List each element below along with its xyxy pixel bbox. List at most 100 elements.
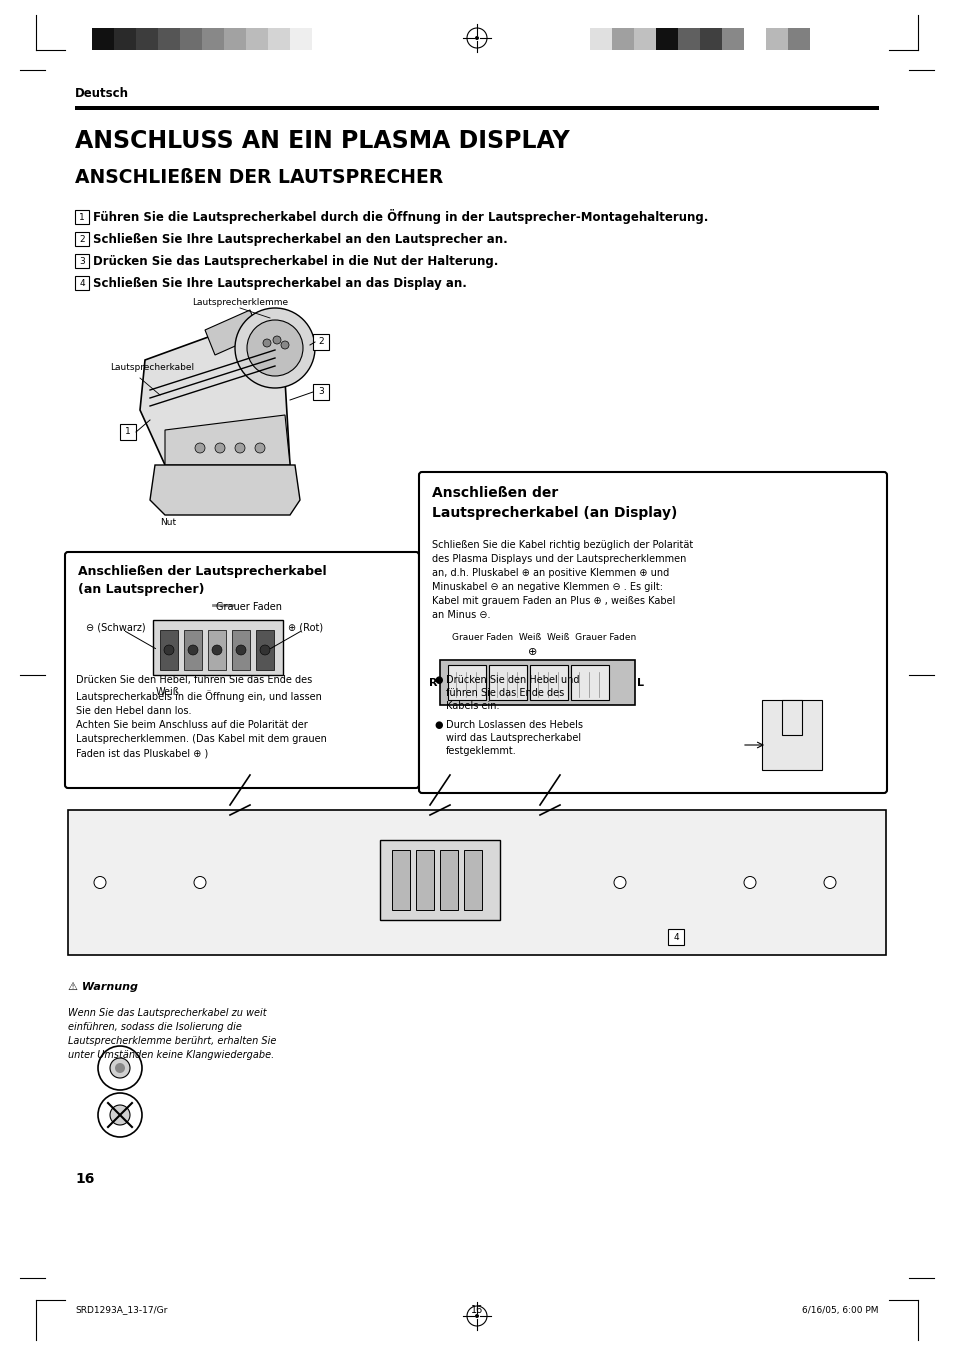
Text: (an Lautsprecher): (an Lautsprecher) <box>78 584 204 596</box>
Bar <box>158 28 180 50</box>
Bar <box>75 276 89 290</box>
Text: SRD1293A_13-17/Gr: SRD1293A_13-17/Gr <box>75 1305 167 1315</box>
Text: ⊕: ⊕ <box>527 647 537 657</box>
Bar <box>379 840 499 920</box>
Circle shape <box>212 644 222 655</box>
Circle shape <box>94 877 106 889</box>
Text: Führen Sie die Lautsprecherkabel durch die Öffnung in der Lautsprecher-Montageha: Führen Sie die Lautsprecherkabel durch d… <box>92 209 708 224</box>
Text: Nut: Nut <box>160 517 176 527</box>
Polygon shape <box>205 309 260 355</box>
Circle shape <box>164 644 173 655</box>
Text: 4: 4 <box>79 278 85 288</box>
Bar <box>160 630 178 670</box>
Text: 16: 16 <box>75 1173 94 1186</box>
Bar <box>246 28 268 50</box>
Bar <box>208 630 226 670</box>
Text: 3: 3 <box>317 388 323 396</box>
Text: Durch Loslassen des Hebels
wird das Lautsprecherkabel
festgeklemmt.: Durch Loslassen des Hebels wird das Laut… <box>446 720 582 757</box>
Circle shape <box>254 443 265 453</box>
Bar <box>439 850 457 911</box>
Circle shape <box>194 443 205 453</box>
Circle shape <box>263 339 271 347</box>
Bar <box>721 28 743 50</box>
Text: R: R <box>429 677 437 688</box>
Bar <box>91 28 113 50</box>
Circle shape <box>823 877 835 889</box>
Text: Anschließen der: Anschließen der <box>432 486 558 500</box>
Bar <box>184 630 202 670</box>
Text: ANSCHLUSS AN EIN PLASMA DISPLAY: ANSCHLUSS AN EIN PLASMA DISPLAY <box>75 128 569 153</box>
Circle shape <box>98 1046 142 1090</box>
Bar <box>113 28 136 50</box>
Text: Schließen Sie Ihre Lautsprecherkabel an den Lautsprecher an.: Schließen Sie Ihre Lautsprecherkabel an … <box>92 232 507 246</box>
Text: L: L <box>637 677 643 688</box>
Bar <box>202 28 224 50</box>
Circle shape <box>110 1105 130 1125</box>
Text: Grauer Faden: Grauer Faden <box>215 603 282 612</box>
Bar <box>136 28 158 50</box>
Bar <box>290 28 312 50</box>
Bar <box>743 28 765 50</box>
Bar <box>313 384 329 400</box>
Text: Lautsprecherklemme: Lautsprecherklemme <box>192 299 288 307</box>
Text: 4: 4 <box>673 932 679 942</box>
Text: Lautsprecherkabel: Lautsprecherkabel <box>110 363 193 372</box>
Bar <box>589 28 612 50</box>
Circle shape <box>234 308 314 388</box>
Bar <box>152 620 283 676</box>
Text: ⊖ (Schwarz): ⊖ (Schwarz) <box>86 621 146 632</box>
Bar <box>787 28 809 50</box>
Bar <box>463 850 481 911</box>
Circle shape <box>235 644 246 655</box>
Text: ANSCHLIEßEN DER LAUTSPRECHER: ANSCHLIEßEN DER LAUTSPRECHER <box>75 168 443 186</box>
Bar <box>313 334 329 350</box>
Text: 2: 2 <box>318 338 323 346</box>
Bar <box>180 28 202 50</box>
Bar <box>68 811 885 955</box>
Bar <box>781 700 801 735</box>
Bar <box>224 28 246 50</box>
Bar <box>761 700 821 770</box>
Bar <box>439 661 635 705</box>
Bar <box>656 28 678 50</box>
Polygon shape <box>165 415 290 465</box>
Bar <box>667 929 683 944</box>
Bar <box>448 665 485 700</box>
Text: ●: ● <box>434 676 442 685</box>
Circle shape <box>115 1063 125 1073</box>
Text: 1: 1 <box>79 212 85 222</box>
Bar <box>75 254 89 267</box>
Text: 3: 3 <box>79 257 85 266</box>
FancyBboxPatch shape <box>418 471 886 793</box>
Polygon shape <box>150 465 299 515</box>
Circle shape <box>614 877 625 889</box>
Bar <box>75 105 878 109</box>
Text: ⊕ (Rot): ⊕ (Rot) <box>288 621 323 632</box>
Bar <box>392 850 410 911</box>
Circle shape <box>260 644 270 655</box>
Bar <box>75 209 89 224</box>
Circle shape <box>743 877 755 889</box>
Circle shape <box>475 36 478 41</box>
Text: Schließen Sie Ihre Lautsprecherkabel an das Display an.: Schließen Sie Ihre Lautsprecherkabel an … <box>92 277 466 289</box>
Bar <box>255 630 274 670</box>
Bar <box>700 28 721 50</box>
Text: Achten Sie beim Anschluss auf die Polarität der
Lautsprecherklemmen. (Das Kabel : Achten Sie beim Anschluss auf die Polari… <box>76 720 327 758</box>
Text: ●: ● <box>434 720 442 730</box>
Bar <box>765 28 787 50</box>
Circle shape <box>475 1315 478 1319</box>
Text: Wenn Sie das Lautsprecherkabel zu weit
einführen, sodass die Isolierung die
Laut: Wenn Sie das Lautsprecherkabel zu weit e… <box>68 1008 276 1061</box>
Text: 2: 2 <box>79 235 85 243</box>
Bar <box>268 28 290 50</box>
Text: Weiß: Weiß <box>156 688 180 697</box>
Text: Schließen Sie die Kabel richtig bezüglich der Polarität
des Plasma Displays und : Schließen Sie die Kabel richtig bezüglic… <box>432 540 693 620</box>
Text: Drücken Sie den Hebel und
führen Sie das Ende des
Kabels ein.: Drücken Sie den Hebel und führen Sie das… <box>446 676 578 712</box>
Polygon shape <box>140 320 290 465</box>
Text: Anschließen der Lautsprecherkabel: Anschließen der Lautsprecherkabel <box>78 565 326 578</box>
Circle shape <box>247 320 303 376</box>
Bar <box>571 665 608 700</box>
Bar <box>232 630 250 670</box>
Text: 6/16/05, 6:00 PM: 6/16/05, 6:00 PM <box>801 1305 878 1315</box>
FancyBboxPatch shape <box>65 553 418 788</box>
Bar <box>530 665 567 700</box>
